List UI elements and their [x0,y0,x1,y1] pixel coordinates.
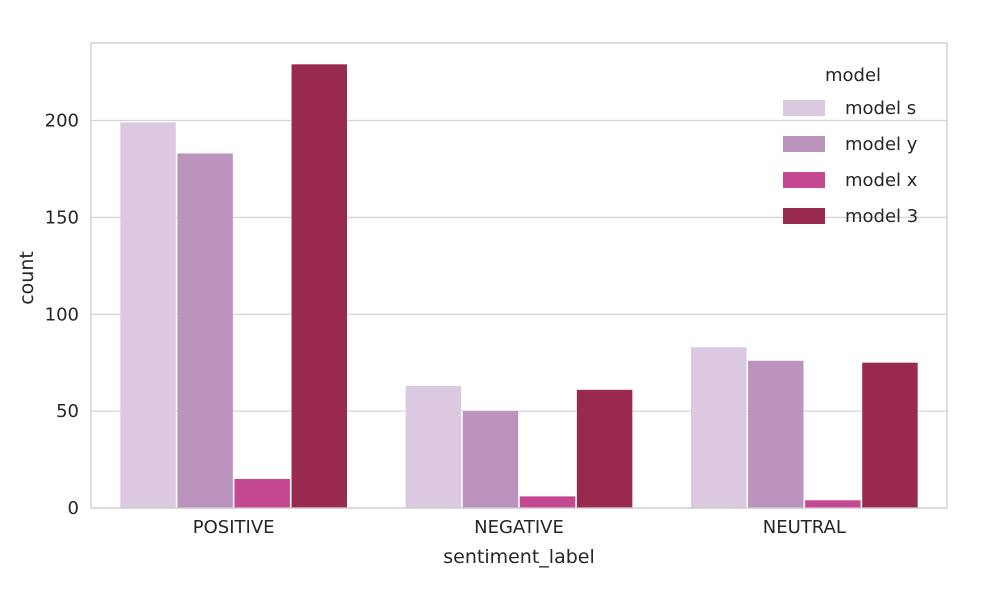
plot-frame [90,42,948,509]
y-tick-label: 100 [45,304,79,325]
bar-model-y-neutral [748,360,804,508]
bars [120,64,918,508]
legend-label: model s [845,98,916,119]
legend-swatch [783,172,825,188]
legend-title: model [825,65,881,86]
legend-label: model 3 [845,206,918,227]
y-tick-label: 200 [45,111,79,132]
bar-model-s-neutral [691,347,747,508]
y-tick-label: 50 [56,401,79,422]
bar-model-3-negative [576,389,633,508]
bar-model-s-negative [405,385,462,508]
bar-model-y-positive [177,153,233,508]
bar-model-x-neutral [805,500,861,508]
bar-model-3-positive [291,64,347,508]
x-tick-label: NEGATIVE [474,517,564,538]
x-axis-label: sentiment_label [443,546,595,568]
legend-swatch [783,208,825,224]
bar-model-3-neutral [862,362,918,508]
x-tick-label: NEUTRAL [763,517,846,538]
y-axis-ticks: 0 50 100 150 200 [45,111,79,520]
legend: model model s model y model x model 3 [783,65,918,227]
bar-model-x-negative [519,496,576,508]
bar-model-s-positive [120,122,176,508]
legend-label: model y [845,134,918,155]
legend-swatch [783,136,825,152]
x-axis-ticks: POSITIVE NEGATIVE NEUTRAL [193,517,846,538]
bar-model-x-positive [234,478,290,508]
y-tick-label: 0 [68,498,79,519]
y-tick-label: 150 [45,207,79,228]
legend-swatch [783,100,825,116]
y-axis-label: count [16,251,38,305]
legend-label: model x [845,170,918,191]
x-tick-label: POSITIVE [193,517,275,538]
bar-model-y-negative [462,411,519,508]
